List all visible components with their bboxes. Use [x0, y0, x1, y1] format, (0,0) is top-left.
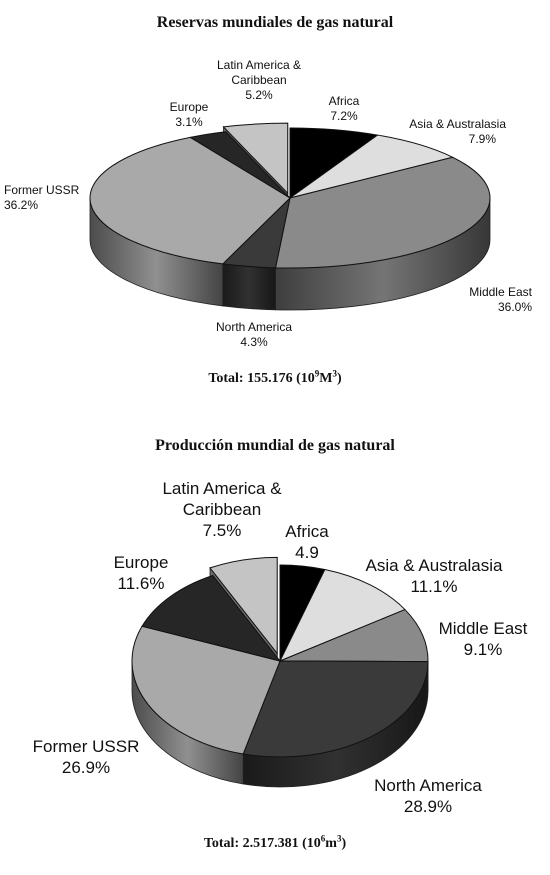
pie-label-former-ussr: Former USSR 26.9% — [33, 737, 140, 777]
production-total-unit-suffix-exp: 3 — [336, 833, 342, 844]
pie-side-former-ussr — [131, 660, 244, 785]
pie-value-africa: 4.9 — [295, 543, 319, 562]
pie-slice-europe — [188, 131, 291, 199]
production-total-unit-suffix: m — [325, 836, 337, 851]
pie-slice-asia-and-australasia — [289, 134, 455, 199]
pie-label-europe: Europe 11.6% — [114, 553, 169, 593]
pie-slice-former-ussr — [89, 136, 291, 265]
production-total-value: Total: 2.517.381 — [203, 836, 299, 851]
production-total: Total: 2.517.381 (106m3) — [203, 833, 347, 851]
pie-side-walls — [131, 557, 429, 788]
pie-slice-middle-east — [274, 156, 491, 269]
production-total-unit-exp: 6 — [320, 833, 326, 844]
pie-side-north-america — [222, 263, 276, 311]
chart-title-reserves: Reservas mundiales de gas natural — [156, 14, 394, 31]
pie-value-middle-east: 36.0% — [498, 300, 532, 314]
reserves-pie-chart: Africa 7.2% Asia & Australasia 7.9% Middle E… — [4, 58, 533, 349]
pie-label-former-ussr: Former USSR 36.2% — [4, 183, 80, 212]
pie-label-latin-america-and-caribbean: Latin America & Caribbean 5.2% — [217, 58, 301, 102]
production-total-unit-base: 10 — [306, 836, 321, 851]
pie-top-slices — [131, 556, 429, 758]
pie-value-latin-america-and-caribbean: 5.2% — [245, 88, 273, 102]
pie-label-north-america: North America 4.3% — [216, 320, 292, 349]
pie-value-former-ussr: 26.9% — [62, 758, 110, 777]
pie-label-middle-east: Middle East 9.1% — [439, 619, 528, 659]
pie-label-middle-east: Middle East 36.0% — [469, 285, 532, 314]
pie-side-north-america — [242, 661, 429, 788]
reserves-total-unit-exp: 9 — [314, 368, 320, 379]
pie-slice-africa — [279, 564, 326, 662]
pie-slice-latin-america-and-caribbean — [222, 122, 289, 195]
chart-title-production: Producción mundial de gas natural — [155, 437, 395, 454]
pie-label-latin-america-and-caribbean: Latin America & Caribbean 7.5% — [162, 479, 282, 540]
pie-slice-europe — [141, 574, 282, 662]
pie-value-middle-east: 9.1% — [464, 640, 503, 659]
pie-top-slices — [89, 122, 491, 269]
pie-labels: Africa 7.2% Asia & Australasia 7.9% Middle E… — [4, 58, 533, 349]
pie-slice-asia-and-australasia — [278, 568, 406, 662]
pie-value-former-ussr: 36.2% — [4, 198, 38, 212]
pie-label-asia-and-australasia: Asia & Australasia 7.9% — [409, 117, 506, 146]
reserves-total: Total: 155.176 (109M3) — [208, 368, 342, 386]
pie-value-north-america: 4.3% — [240, 335, 268, 349]
pie-label-africa: Africa 4.9 — [285, 522, 329, 562]
pie-value-north-america: 28.9% — [404, 797, 452, 816]
pie-value-latin-america-and-caribbean: 7.5% — [203, 521, 242, 540]
pie-label-europe: Europe 3.1% — [170, 100, 209, 129]
pie-slice-middle-east — [279, 608, 429, 663]
reserves-total-unit-base: 10 — [300, 371, 315, 386]
pie-value-europe: 11.6% — [118, 574, 165, 593]
pie-value-asia-and-australasia: 11.1% — [411, 577, 458, 596]
reserves-total-value: Total: 155.176 — [208, 371, 293, 386]
pie-value-asia-and-australasia: 7.9% — [469, 132, 497, 146]
pie-value-europe: 3.1% — [175, 115, 203, 129]
pie-value-africa: 7.2% — [330, 109, 358, 123]
pie-label-africa: Africa 7.2% — [329, 94, 360, 123]
reserves-total-unit-suffix-exp: 3 — [332, 368, 338, 379]
pie-slice-north-america — [242, 660, 429, 758]
pie-cut-face-latin-america-and-caribbean — [209, 566, 278, 685]
pie-slice-latin-america-and-caribbean — [209, 556, 278, 655]
pie-slice-former-ussr — [131, 625, 281, 755]
pie-label-north-america: North America 28.9% — [374, 776, 482, 816]
reserves-total-unit-suffix: M — [319, 371, 333, 386]
pie-labels: Africa 4.9 Asia & Australasia 11.1% Middle E… — [33, 479, 528, 816]
pie-label-asia-and-australasia: Asia & Australasia 11.1% — [365, 556, 503, 596]
